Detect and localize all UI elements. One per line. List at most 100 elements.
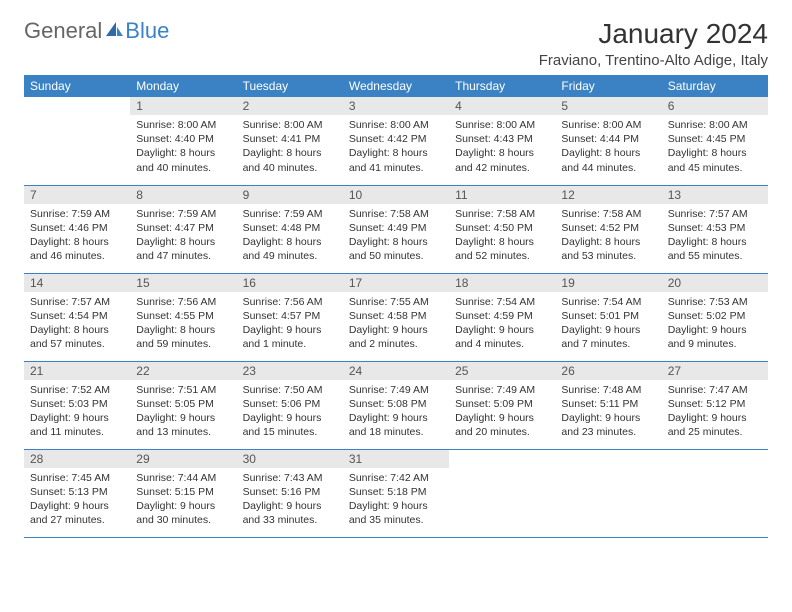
sunrise-text: Sunrise: 7:55 AM — [349, 295, 443, 309]
sunrise-text: Sunrise: 7:52 AM — [30, 383, 124, 397]
weekday-header: Monday — [130, 75, 236, 97]
sunrise-text: Sunrise: 7:57 AM — [668, 207, 762, 221]
sunrise-text: Sunrise: 7:44 AM — [136, 471, 230, 485]
daylight1-text: Daylight: 8 hours — [30, 323, 124, 337]
day-number: 20 — [662, 274, 768, 292]
daylight2-text: and 18 minutes. — [349, 425, 443, 439]
calendar-cell: 9Sunrise: 7:59 AMSunset: 4:48 PMDaylight… — [237, 185, 343, 273]
day-number: 30 — [237, 450, 343, 468]
daylight1-text: Daylight: 8 hours — [668, 235, 762, 249]
sunrise-text: Sunrise: 8:00 AM — [668, 118, 762, 132]
day-number: 2 — [237, 97, 343, 115]
calendar-cell: 5Sunrise: 8:00 AMSunset: 4:44 PMDaylight… — [555, 97, 661, 185]
calendar-cell: 17Sunrise: 7:55 AMSunset: 4:58 PMDayligh… — [343, 273, 449, 361]
calendar-cell: 22Sunrise: 7:51 AMSunset: 5:05 PMDayligh… — [130, 361, 236, 449]
daylight2-text: and 46 minutes. — [30, 249, 124, 263]
cell-body: Sunrise: 7:51 AMSunset: 5:05 PMDaylight:… — [130, 380, 236, 444]
day-number — [449, 450, 555, 454]
cell-body: Sunrise: 7:49 AMSunset: 5:09 PMDaylight:… — [449, 380, 555, 444]
calendar-cell: 13Sunrise: 7:57 AMSunset: 4:53 PMDayligh… — [662, 185, 768, 273]
day-number: 5 — [555, 97, 661, 115]
weekday-header: Saturday — [662, 75, 768, 97]
daylight1-text: Daylight: 9 hours — [561, 323, 655, 337]
cell-body: Sunrise: 8:00 AMSunset: 4:42 PMDaylight:… — [343, 115, 449, 179]
calendar-cell: 6Sunrise: 8:00 AMSunset: 4:45 PMDaylight… — [662, 97, 768, 185]
calendar-cell: 20Sunrise: 7:53 AMSunset: 5:02 PMDayligh… — [662, 273, 768, 361]
sunrise-text: Sunrise: 7:50 AM — [243, 383, 337, 397]
day-number: 29 — [130, 450, 236, 468]
sunrise-text: Sunrise: 7:59 AM — [243, 207, 337, 221]
cell-body: Sunrise: 7:54 AMSunset: 5:01 PMDaylight:… — [555, 292, 661, 356]
sunrise-text: Sunrise: 7:58 AM — [561, 207, 655, 221]
calendar-cell: 21Sunrise: 7:52 AMSunset: 5:03 PMDayligh… — [24, 361, 130, 449]
sunset-text: Sunset: 5:06 PM — [243, 397, 337, 411]
month-title: January 2024 — [539, 18, 768, 50]
sunrise-text: Sunrise: 8:00 AM — [349, 118, 443, 132]
day-number: 9 — [237, 186, 343, 204]
sunset-text: Sunset: 5:08 PM — [349, 397, 443, 411]
calendar-week-row: 21Sunrise: 7:52 AMSunset: 5:03 PMDayligh… — [24, 361, 768, 449]
daylight2-text: and 45 minutes. — [668, 161, 762, 175]
sunset-text: Sunset: 4:49 PM — [349, 221, 443, 235]
sunrise-text: Sunrise: 7:56 AM — [243, 295, 337, 309]
weekday-header: Wednesday — [343, 75, 449, 97]
daylight1-text: Daylight: 8 hours — [136, 235, 230, 249]
weekday-header: Thursday — [449, 75, 555, 97]
cell-body: Sunrise: 7:55 AMSunset: 4:58 PMDaylight:… — [343, 292, 449, 356]
sunset-text: Sunset: 5:02 PM — [668, 309, 762, 323]
daylight1-text: Daylight: 9 hours — [668, 323, 762, 337]
daylight2-text: and 30 minutes. — [136, 513, 230, 527]
cell-body: Sunrise: 7:44 AMSunset: 5:15 PMDaylight:… — [130, 468, 236, 532]
cell-body: Sunrise: 7:42 AMSunset: 5:18 PMDaylight:… — [343, 468, 449, 532]
calendar-cell — [555, 449, 661, 537]
daylight1-text: Daylight: 9 hours — [455, 411, 549, 425]
day-number: 19 — [555, 274, 661, 292]
calendar-cell: 27Sunrise: 7:47 AMSunset: 5:12 PMDayligh… — [662, 361, 768, 449]
calendar-cell: 24Sunrise: 7:49 AMSunset: 5:08 PMDayligh… — [343, 361, 449, 449]
daylight2-text: and 59 minutes. — [136, 337, 230, 351]
daylight2-text: and 25 minutes. — [668, 425, 762, 439]
daylight1-text: Daylight: 8 hours — [561, 146, 655, 160]
daylight2-text: and 2 minutes. — [349, 337, 443, 351]
daylight1-text: Daylight: 8 hours — [561, 235, 655, 249]
daylight1-text: Daylight: 9 hours — [30, 499, 124, 513]
daylight2-text: and 11 minutes. — [30, 425, 124, 439]
daylight2-text: and 1 minute. — [243, 337, 337, 351]
cell-body: Sunrise: 7:56 AMSunset: 4:55 PMDaylight:… — [130, 292, 236, 356]
sunset-text: Sunset: 4:47 PM — [136, 221, 230, 235]
daylight2-text: and 33 minutes. — [243, 513, 337, 527]
sunset-text: Sunset: 5:12 PM — [668, 397, 762, 411]
day-number: 8 — [130, 186, 236, 204]
sunrise-text: Sunrise: 7:58 AM — [349, 207, 443, 221]
day-number — [24, 97, 130, 101]
day-number: 16 — [237, 274, 343, 292]
daylight2-text: and 44 minutes. — [561, 161, 655, 175]
day-number: 6 — [662, 97, 768, 115]
sunset-text: Sunset: 5:05 PM — [136, 397, 230, 411]
sunset-text: Sunset: 5:15 PM — [136, 485, 230, 499]
day-number: 23 — [237, 362, 343, 380]
calendar-cell: 31Sunrise: 7:42 AMSunset: 5:18 PMDayligh… — [343, 449, 449, 537]
calendar-cell: 23Sunrise: 7:50 AMSunset: 5:06 PMDayligh… — [237, 361, 343, 449]
daylight1-text: Daylight: 9 hours — [349, 411, 443, 425]
daylight1-text: Daylight: 9 hours — [455, 323, 549, 337]
cell-body: Sunrise: 7:47 AMSunset: 5:12 PMDaylight:… — [662, 380, 768, 444]
calendar-cell: 30Sunrise: 7:43 AMSunset: 5:16 PMDayligh… — [237, 449, 343, 537]
daylight2-text: and 20 minutes. — [455, 425, 549, 439]
daylight1-text: Daylight: 9 hours — [668, 411, 762, 425]
sunset-text: Sunset: 5:13 PM — [30, 485, 124, 499]
sunset-text: Sunset: 4:45 PM — [668, 132, 762, 146]
daylight1-text: Daylight: 9 hours — [243, 499, 337, 513]
day-number: 7 — [24, 186, 130, 204]
sunrise-text: Sunrise: 7:47 AM — [668, 383, 762, 397]
day-number: 17 — [343, 274, 449, 292]
daylight1-text: Daylight: 8 hours — [30, 235, 124, 249]
calendar-cell: 4Sunrise: 8:00 AMSunset: 4:43 PMDaylight… — [449, 97, 555, 185]
day-number — [662, 450, 768, 454]
daylight1-text: Daylight: 9 hours — [136, 411, 230, 425]
sail-icon — [104, 18, 124, 44]
calendar-week-row: 14Sunrise: 7:57 AMSunset: 4:54 PMDayligh… — [24, 273, 768, 361]
sunrise-text: Sunrise: 7:49 AM — [349, 383, 443, 397]
daylight2-text: and 27 minutes. — [30, 513, 124, 527]
calendar-week-row: 1Sunrise: 8:00 AMSunset: 4:40 PMDaylight… — [24, 97, 768, 185]
